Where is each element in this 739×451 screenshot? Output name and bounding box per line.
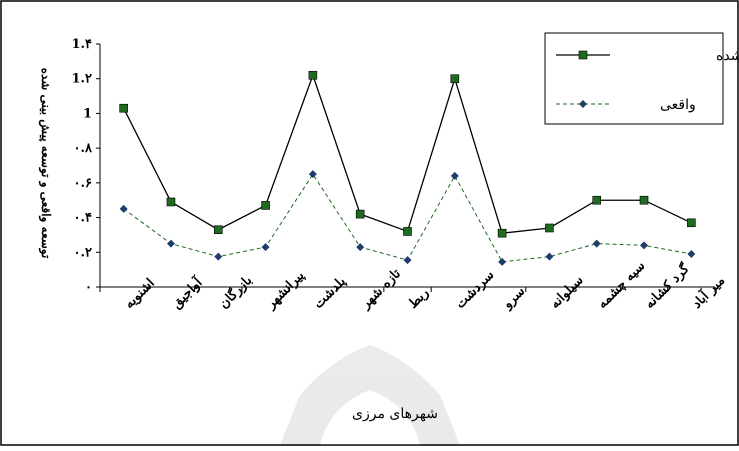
- legend-label-actual: واقعی: [660, 97, 696, 113]
- y-tick-label: 1.۴: [71, 37, 92, 52]
- y-tick-label: ۰.۸: [74, 141, 94, 156]
- actual-point: [166, 239, 175, 248]
- forecast-point: [261, 201, 270, 210]
- forecast-point: [545, 223, 554, 233]
- y-tick-label: ۰: [85, 280, 92, 295]
- legend-label-forecast: پیش بینی شده: [716, 48, 739, 64]
- forecast-point: [497, 228, 507, 238]
- forecast-point: [450, 74, 460, 84]
- actual-point: [592, 239, 601, 248]
- y-tick-label: ۰.۴: [74, 211, 93, 226]
- forecast-point: [355, 209, 365, 219]
- legend: پیش بینی شده واقعی: [544, 32, 739, 125]
- actual-point: [308, 170, 317, 179]
- actual-point: [214, 252, 223, 261]
- forecast-point: [639, 195, 649, 205]
- y-tick-label: ۰.۲: [74, 245, 93, 260]
- y-tick-label: 1.۲: [71, 72, 92, 87]
- x-axis-title: شهرهای مرزی: [352, 406, 438, 422]
- actual-point: [356, 243, 365, 252]
- actual-point: [261, 243, 270, 252]
- forecast-point: [592, 195, 602, 205]
- forecast-point: [213, 225, 223, 235]
- actual-point: [450, 171, 459, 180]
- forecast-point: [119, 103, 128, 113]
- y-tick-label: 1: [83, 106, 92, 121]
- forecast-point: [166, 197, 176, 207]
- forecast-point: [687, 218, 696, 228]
- y-axis-title: توسعه واقعی و توسعه پیش بینی شده: [38, 68, 53, 259]
- actual-point: [119, 204, 128, 213]
- actual-point: [403, 256, 412, 265]
- legend-marker-actual: [579, 100, 587, 108]
- actual-point: [498, 257, 507, 266]
- legend-box: [544, 32, 724, 125]
- actual-point: [687, 250, 696, 259]
- watermark-ornament: [280, 345, 460, 445]
- actual-point: [640, 241, 649, 250]
- y-tick-label: ۰.۶: [74, 176, 93, 191]
- legend-marker-forecast: [578, 50, 588, 60]
- forecast-point: [308, 70, 318, 80]
- actual-point: [545, 252, 554, 261]
- forecast-point: [403, 227, 412, 236]
